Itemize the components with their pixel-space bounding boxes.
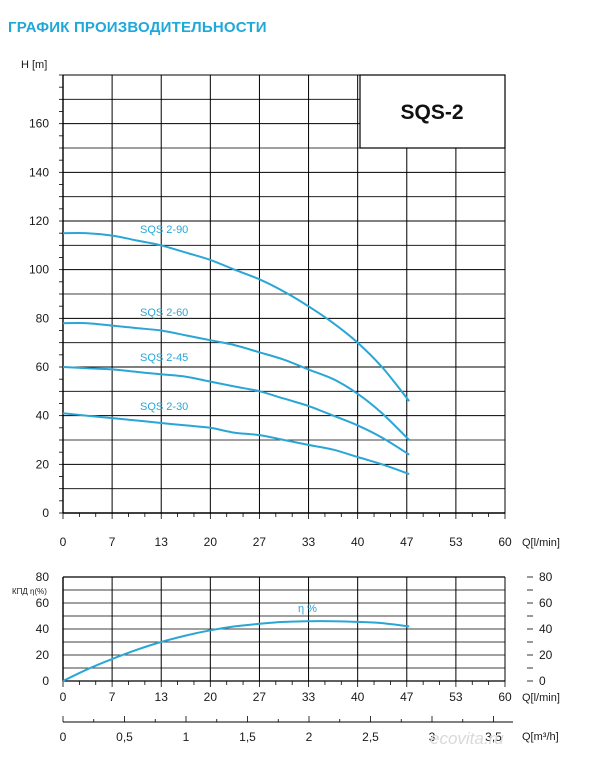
bottom-y-right-tick-label: 60 (539, 596, 553, 610)
bottom-x-tick-label: 33 (302, 690, 316, 704)
top-x-tick-label: 0 (60, 535, 67, 549)
bottom-x-tick-label: 13 (155, 690, 169, 704)
curve-sqs-2-45 (62, 366, 410, 456)
top-x-tick-label: 40 (351, 535, 365, 549)
top-x-tick-label: 33 (302, 535, 316, 549)
bottom-y-axis-label: КПД η(%) (12, 587, 47, 596)
top-x-tick-label: 7 (109, 535, 116, 549)
bottom-y-right-tick-label: 0 (539, 674, 546, 688)
model-box (359, 74, 506, 149)
top-x-axis-label: Q[l/min] (522, 537, 560, 549)
bottom-y-right-tick-label: 20 (539, 648, 553, 662)
top-x-tick-label: 60 (498, 535, 512, 549)
curve-layer: SQS 2-90 SQS 2-60 SQS 2-45 SQS 2-30 η % (62, 224, 410, 682)
secondary-x-tick-label: 3,5 (485, 730, 502, 744)
secondary-x-tick-label: 1 (183, 730, 190, 744)
top-y-tick-label: 140 (29, 165, 49, 179)
bottom-chart-grid (62, 576, 513, 723)
curve-sqs-2-90 (62, 232, 410, 402)
secondary-x-tick-label: 2 (306, 730, 313, 744)
top-x-tick-label: 20 (204, 535, 218, 549)
secondary-x-tick-label: 2,5 (362, 730, 379, 744)
series-label: SQS 2-45 (140, 352, 188, 364)
top-y-tick-label: 20 (36, 457, 50, 471)
top-y-tick-label: 40 (36, 409, 50, 423)
top-x-tick-label: 53 (449, 535, 463, 549)
model-label: SQS-2 (400, 101, 463, 124)
bottom-x-axis-label: Q[l/min] (522, 692, 560, 704)
bottom-y-tick-label: 40 (36, 622, 50, 636)
watermark: ecovita.ru (430, 729, 504, 748)
bottom-y-tick-label: 60 (36, 596, 50, 610)
series-label: SQS 2-90 (140, 224, 188, 236)
bottom-x-tick-label: 20 (204, 690, 218, 704)
top-y-axis-label: H [m] (21, 59, 47, 71)
bottom-x-tick-label: 53 (449, 690, 463, 704)
page-title: ГРАФИК ПРОИЗВОДИТЕЛЬНОСТИ (8, 19, 267, 36)
bottom-x-tick-label: 47 (400, 690, 414, 704)
top-x-tick-label: 27 (253, 535, 267, 549)
bottom-y-tick-label: 80 (36, 570, 50, 584)
bottom-y-tick-label: 0 (42, 674, 49, 688)
secondary-x-tick-label: 1,5 (239, 730, 256, 744)
bottom-x-tick-label: 60 (498, 690, 512, 704)
bottom-y-tick-label: 20 (36, 648, 50, 662)
bottom-y-right-tick-label: 40 (539, 622, 553, 636)
top-y-tick-label: 100 (29, 263, 49, 277)
bottom-x-tick-label: 40 (351, 690, 365, 704)
top-y-tick-label: 120 (29, 214, 49, 228)
top-x-tick-label: 47 (400, 535, 414, 549)
secondary-x-tick-label: 3 (429, 730, 436, 744)
top-y-tick-label: 80 (36, 311, 50, 325)
bottom-x-tick-label: 0 (60, 690, 67, 704)
curve-sqs-2-30 (62, 412, 410, 476)
curve-efficiency (62, 620, 410, 682)
secondary-x-tick-label: 0,5 (116, 730, 133, 744)
series-label: SQS 2-60 (140, 307, 188, 319)
top-y-tick-label: 0 (42, 506, 49, 520)
bottom-x-tick-label: 27 (253, 690, 267, 704)
curve-sqs-2-60 (62, 322, 410, 441)
top-y-tick-label: 60 (36, 360, 50, 374)
bottom-secondary-x-axis-label: Q[m³/h] (522, 731, 559, 743)
series-label: SQS 2-30 (140, 401, 188, 413)
top-x-tick-label: 13 (155, 535, 169, 549)
secondary-x-tick-label: 0 (60, 730, 67, 744)
series-label: η % (298, 603, 317, 615)
top-y-tick-label: 160 (29, 117, 49, 131)
bottom-x-tick-label: 7 (109, 690, 116, 704)
bottom-y-right-tick-label: 80 (539, 570, 553, 584)
